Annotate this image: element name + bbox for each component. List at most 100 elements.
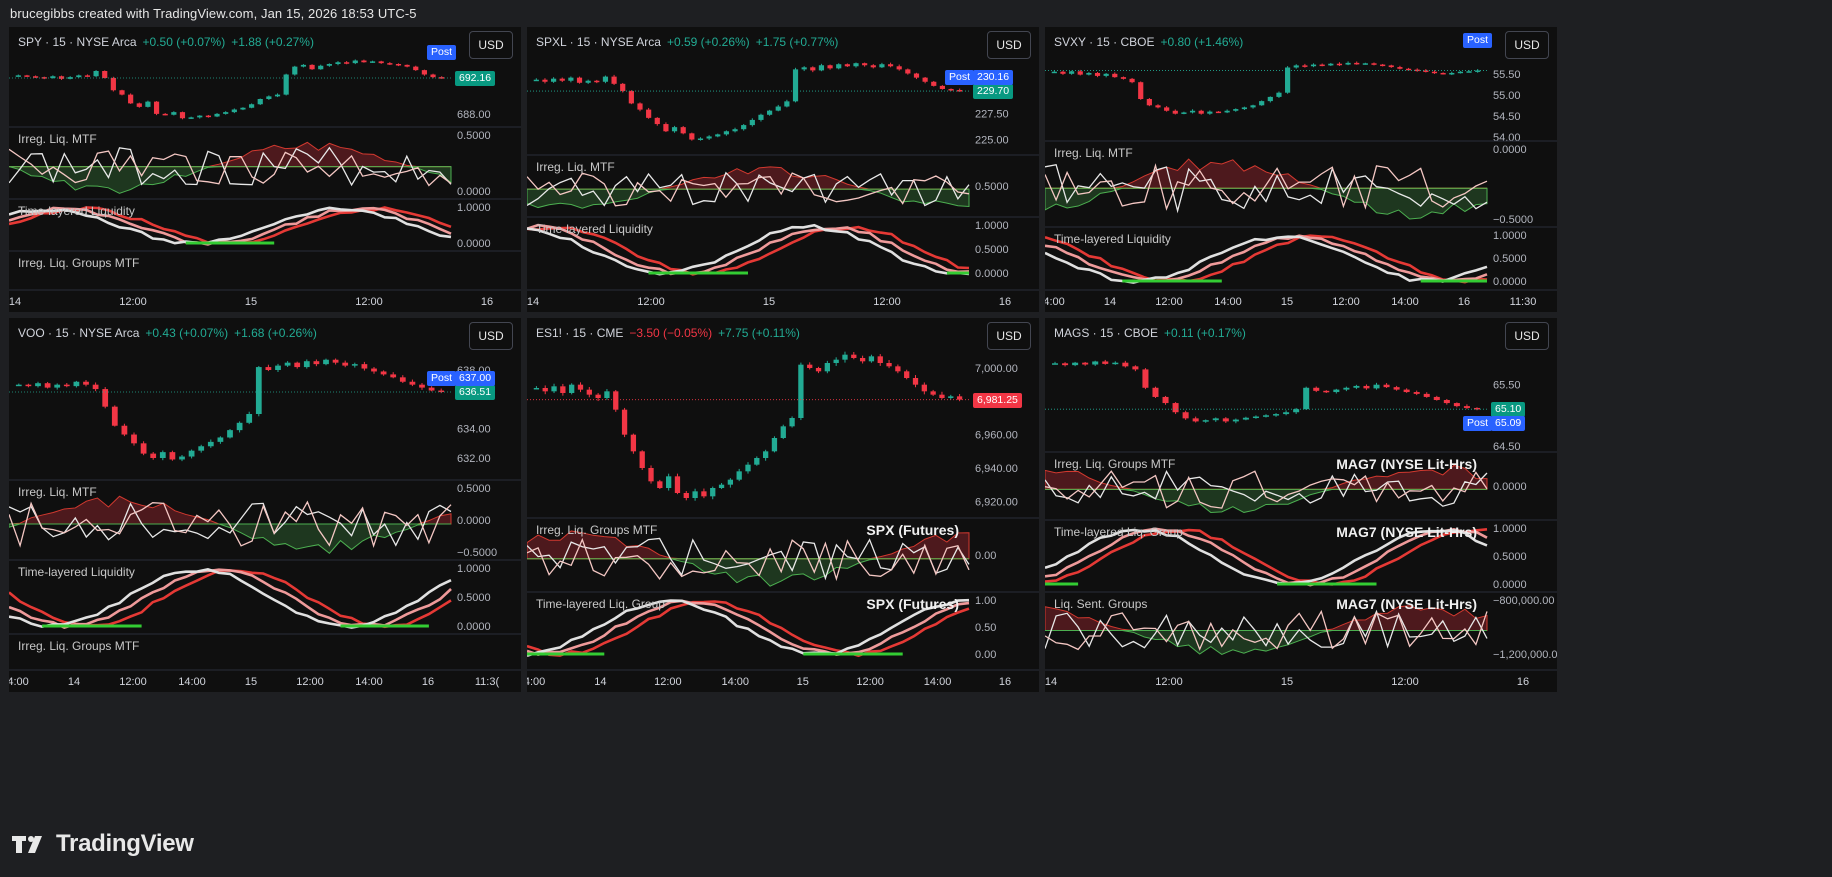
candle — [1336, 63, 1343, 66]
chart-canvas[interactable]: 688.00 0.5000 0.0000 1.0000 0.0000 14 12:00 15 1… — [9, 27, 521, 312]
post-price-tag: 230.16 — [973, 70, 1014, 86]
pane-label: Time-layered Liquidity — [536, 222, 653, 236]
candle — [827, 65, 833, 69]
candle — [227, 430, 233, 438]
tradingview-brand: TradingView — [56, 830, 194, 857]
candle — [628, 91, 634, 104]
chart-panel-svxy[interactable]: 55.50 55.00 54.50 54.00 0.0000 −0.5000 1.0000 0… — [1045, 27, 1557, 312]
pane-axis-label: −1,200,000.00 — [1493, 649, 1557, 661]
candle — [1212, 418, 1219, 421]
candle — [771, 438, 778, 452]
chart-panel-spxl[interactable]: 227.50 225.00 0.5000 1.0000 0.5000 0.0000 14 12… — [527, 27, 1039, 312]
candle — [780, 426, 786, 438]
candle — [1192, 418, 1199, 422]
price-axis-label: 54.00 — [1493, 132, 1521, 144]
chart-canvas[interactable]: 638.00634.00632.000.50000.0000−0.50001.0… — [9, 318, 521, 692]
chart-panel-mags[interactable]: 65.50 64.50 0.0000 1.0000 0.5000 0.0000 −800,0… — [1045, 318, 1557, 692]
symbol-label[interactable]: MAGS · 15 · CBOE — [1054, 326, 1159, 340]
candle — [666, 476, 672, 488]
last-price-tag: 636.51 — [455, 385, 496, 400]
candle — [399, 377, 406, 382]
pane-axis-label: 0.0000 — [457, 238, 491, 250]
currency-button[interactable]: USD — [987, 322, 1031, 350]
chart-canvas[interactable]: 227.50 225.00 0.5000 1.0000 0.5000 0.0000 14 12… — [527, 27, 1039, 312]
symbol-label[interactable]: SPY · 15 · NYSE Arca — [18, 35, 137, 49]
candle — [718, 484, 725, 488]
candle — [332, 359, 339, 363]
candle — [912, 378, 919, 385]
candle — [188, 450, 195, 457]
chart-panel-spy[interactable]: 688.00 0.5000 0.0000 1.0000 0.0000 14 12:00 15 1… — [9, 27, 521, 312]
candle — [792, 69, 799, 102]
candle — [1060, 71, 1066, 74]
pane-axis-label: 1.0000 — [1493, 230, 1527, 242]
candle — [689, 133, 695, 140]
currency-button[interactable]: USD — [1505, 322, 1549, 350]
pane-label: Irreg. Liq. Groups MTF — [18, 256, 140, 270]
candle — [948, 88, 954, 91]
chart-canvas[interactable]: 7,000.00 6,960.00 6,940.00 6,920.00 0.00 1.00… — [527, 318, 1039, 692]
candle — [188, 117, 194, 119]
price-axis-label: 227.50 — [975, 109, 1009, 121]
symbol-label[interactable]: SVXY · 15 · CBOE — [1054, 35, 1155, 49]
candle — [84, 75, 91, 77]
candle — [430, 74, 436, 78]
candle — [35, 383, 41, 387]
symbol-label[interactable]: VOO · 15 · NYSE Arca — [18, 326, 140, 340]
indicator-line — [1045, 470, 1488, 509]
indicator-line — [1045, 234, 1488, 284]
candle — [1103, 73, 1109, 76]
candle — [1182, 412, 1189, 419]
candle — [701, 491, 707, 497]
pane-axis-label: 0.0000 — [975, 268, 1009, 280]
time-axis-label: :4:00 — [527, 676, 545, 688]
candle — [1323, 390, 1330, 393]
chart-canvas[interactable]: 55.5055.0054.5054.000.0000−0.50001.00000… — [1045, 27, 1557, 312]
candle — [54, 384, 61, 388]
candle — [419, 384, 425, 388]
candle — [551, 78, 557, 82]
candle — [602, 76, 609, 82]
candle — [1224, 110, 1230, 113]
candle — [853, 63, 859, 67]
candle — [1102, 361, 1109, 364]
time-axis-label: 12:00 — [873, 296, 901, 308]
candle — [586, 389, 592, 395]
pane-axis-label: 0.0000 — [457, 515, 491, 527]
symbol-label[interactable]: ES1! · 15 · CME — [536, 326, 624, 340]
post-badge: Post — [945, 70, 975, 86]
candle — [637, 103, 643, 110]
chart-panel-voo[interactable]: 638.00634.00632.000.50000.0000−0.50001.0… — [9, 318, 521, 692]
time-axis-label: 14:00 — [722, 676, 750, 688]
bullish-fill — [527, 558, 969, 587]
pane-overlay-label: MAG7 (NYSE Lit-Hrs) — [1336, 524, 1477, 540]
time-axis-label: 15 — [245, 296, 257, 308]
chart-canvas[interactable]: 65.50 64.50 0.0000 1.0000 0.5000 0.0000 −800,0… — [1045, 318, 1557, 692]
candle — [371, 368, 377, 372]
time-axis-label: 16 — [422, 676, 434, 688]
candle — [257, 99, 263, 105]
candle — [789, 418, 795, 427]
candle — [1086, 72, 1092, 75]
time-axis-label: 14:00 — [1391, 296, 1419, 308]
time-axis-label: 14:00 — [1045, 296, 1065, 308]
indicator-line — [527, 600, 970, 658]
time-axis-label: 15 — [763, 296, 775, 308]
candle — [395, 64, 402, 66]
indicator-line — [527, 598, 970, 657]
currency-button[interactable]: USD — [987, 31, 1031, 59]
candle — [1423, 70, 1429, 72]
candle — [438, 390, 445, 393]
candle — [207, 441, 214, 447]
chart-panel-es1[interactable]: 7,000.00 6,960.00 6,940.00 6,920.00 0.00 1.00… — [527, 318, 1039, 692]
candle — [1283, 412, 1290, 415]
candle — [715, 134, 721, 137]
currency-button[interactable]: USD — [1505, 31, 1549, 59]
indicator-line — [1045, 235, 1488, 284]
candle — [824, 363, 830, 372]
symbol-label[interactable]: SPXL · 15 · NYSE Arca — [536, 35, 661, 49]
currency-button[interactable]: USD — [469, 322, 513, 350]
candle — [67, 77, 73, 79]
currency-button[interactable]: USD — [469, 31, 513, 59]
candle — [648, 468, 654, 482]
